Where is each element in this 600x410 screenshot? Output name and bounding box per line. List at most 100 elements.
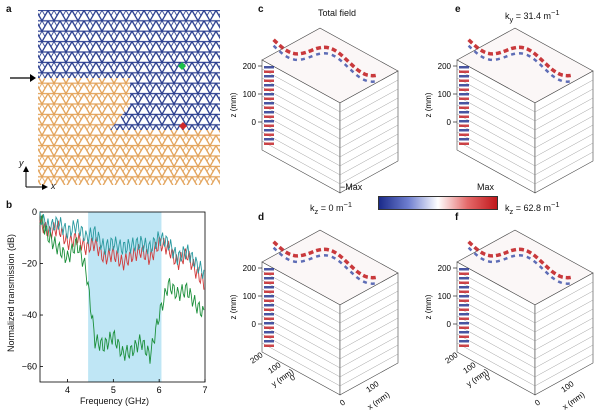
- cube-c: 200 100 0 z (mm): [229, 27, 399, 194]
- source-stripe: [459, 106, 469, 109]
- source-stripe: [264, 340, 274, 343]
- field-swirl-red: [272, 240, 379, 280]
- slice-line: [456, 131, 536, 176]
- slice-line: [261, 86, 341, 131]
- z-tick-label: 100: [438, 90, 452, 99]
- source-stripe: [459, 66, 469, 69]
- source-stripe: [459, 335, 469, 338]
- z-tick-label: 100: [243, 292, 257, 301]
- source-stripe: [459, 340, 469, 343]
- slice-line: [534, 115, 594, 149]
- source-stripe: [264, 344, 274, 347]
- slice-line: [261, 306, 341, 351]
- source-stripe: [459, 331, 469, 334]
- slice-line: [339, 133, 399, 167]
- source-stripe: [459, 97, 469, 100]
- slice-line: [339, 317, 399, 351]
- cube-e: 200 100 0 z (mm): [424, 27, 594, 194]
- source-stripe: [264, 115, 274, 118]
- source-stripe: [264, 326, 274, 329]
- source-stripe: [264, 299, 274, 302]
- z-tick-label: 200: [243, 264, 257, 273]
- slice-line: [339, 124, 399, 158]
- panel-label-d: d: [258, 212, 265, 223]
- slice-line: [261, 297, 341, 342]
- slice-line: [534, 344, 594, 378]
- slice-line: [456, 104, 536, 149]
- z-axis-label: z (mm): [424, 92, 433, 117]
- slice-line: [456, 270, 536, 315]
- colorbar-min-label: −Max: [340, 182, 363, 192]
- slice-line: [534, 335, 594, 369]
- x-tick-label: 4: [65, 385, 70, 395]
- slice-line: [534, 106, 594, 140]
- source-stripe: [264, 120, 274, 123]
- slice-line: [456, 68, 536, 113]
- slice-line: [339, 326, 399, 360]
- source-stripe: [459, 326, 469, 329]
- source-stripe: [459, 138, 469, 141]
- slice-line: [456, 95, 536, 140]
- x-tick-label: 7: [202, 385, 207, 395]
- source-stripe: [264, 322, 274, 325]
- slice-line: [339, 353, 399, 387]
- source-stripe: [264, 106, 274, 109]
- x-tick-label: 5: [111, 385, 116, 395]
- source-stripe: [264, 124, 274, 127]
- source-stripe: [459, 88, 469, 91]
- source-stripe: [459, 313, 469, 316]
- source-stripe: [264, 142, 274, 145]
- source-stripe: [264, 75, 274, 78]
- slice-line: [534, 290, 594, 324]
- slice-line: [261, 95, 341, 140]
- series-line-0: [39, 215, 205, 290]
- x-tick-label: 6: [157, 385, 162, 395]
- slice-line: [339, 88, 399, 122]
- source-stripe: [264, 281, 274, 284]
- chart-frame: [39, 211, 206, 383]
- slice-line: [339, 151, 399, 185]
- source-stripe: [264, 304, 274, 307]
- z-tick-label: 100: [438, 292, 452, 301]
- slice-line: [339, 97, 399, 131]
- x-tick-label: 0: [533, 398, 542, 408]
- source-stripe: [459, 272, 469, 275]
- panel-label-f: f: [455, 212, 459, 223]
- source-stripe: [264, 111, 274, 114]
- x-tick-label: 100: [560, 379, 577, 394]
- field-swirl-red: [467, 38, 574, 78]
- slice-line: [261, 324, 341, 369]
- z-tick-label: 200: [438, 62, 452, 71]
- slice-line: [534, 79, 594, 113]
- source-stripe: [459, 124, 469, 127]
- slice-line: [339, 335, 399, 369]
- series-line-2: [39, 214, 205, 364]
- slice-line: [339, 106, 399, 140]
- source-stripe: [264, 84, 274, 87]
- source-stripe: [264, 70, 274, 73]
- source-stripe: [459, 322, 469, 325]
- cube-c-title: Total field: [318, 8, 357, 18]
- y-tick-label: 0: [32, 207, 37, 217]
- z-tick-label: 200: [438, 264, 452, 273]
- source-stripe: [264, 335, 274, 338]
- slice-line: [339, 308, 399, 342]
- source-stripe: [459, 295, 469, 298]
- panel-label-c: c: [258, 4, 264, 15]
- z-axis-label: z (mm): [229, 294, 238, 319]
- source-stripe: [459, 120, 469, 123]
- slice-line: [534, 281, 594, 315]
- slice-line: [339, 79, 399, 113]
- source-stripe: [264, 308, 274, 311]
- slice-line: [339, 142, 399, 176]
- z-tick-label: 100: [243, 90, 257, 99]
- y-tick-label: 0: [483, 373, 492, 383]
- source-stripe: [459, 84, 469, 87]
- source-stripe: [459, 129, 469, 132]
- source-stripe: [459, 286, 469, 289]
- slice-line: [534, 133, 594, 167]
- source-stripe: [459, 299, 469, 302]
